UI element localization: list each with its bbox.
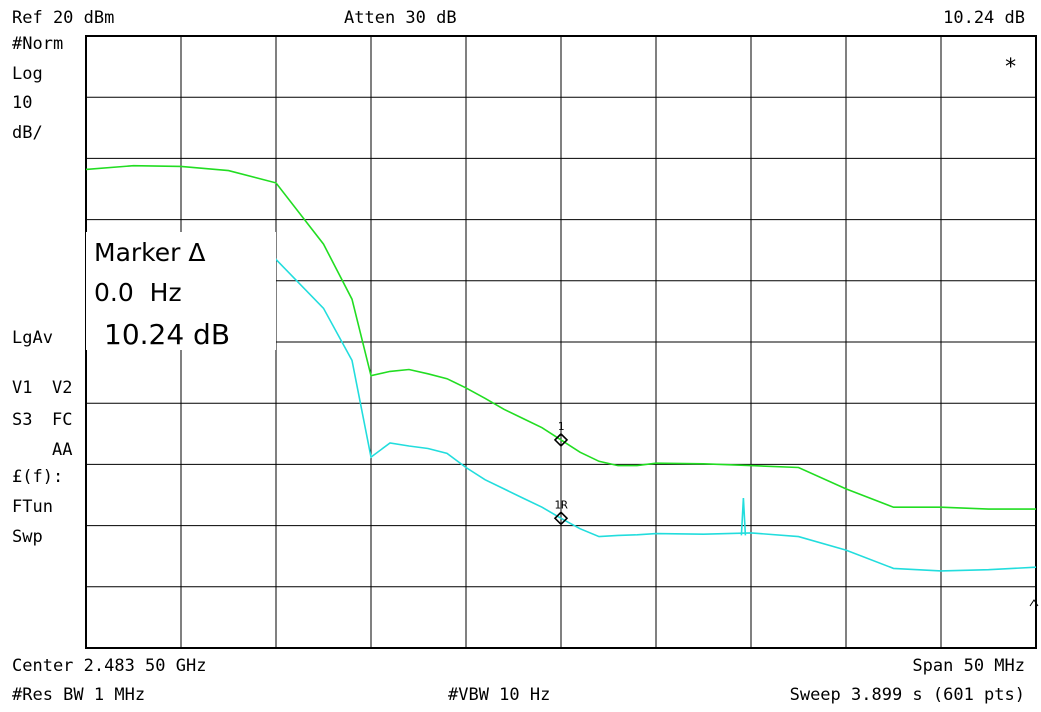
marker-label-1: 1: [558, 420, 565, 433]
marker-delta-level: 10.24 dB: [104, 318, 231, 351]
detector-label: #Norm: [12, 34, 64, 54]
sweep-mode-label: S3: [12, 410, 33, 430]
ref-level-label: Ref 20 dBm: [12, 8, 115, 28]
overrange-caret: [1029, 599, 1039, 607]
marker-label-2: 1R: [554, 498, 568, 511]
swp-label: Swp: [12, 527, 43, 547]
res-bw-label: #Res BW 1 MHz: [12, 685, 146, 705]
trace-1-line: [85, 164, 1036, 510]
scale-type-label: Log: [12, 64, 43, 84]
scale-unit-label: dB/: [12, 123, 43, 143]
sweep-label: Sweep 3.899 s (601 pts): [789, 685, 1025, 705]
marker-delta-box: Marker Δ 0.0 Hz 10.24 dB: [86, 232, 276, 351]
traces: [85, 164, 1037, 572]
marker-delta-title: Marker Δ: [94, 238, 206, 267]
freq-func-label: £(f):: [12, 467, 64, 487]
markers: 1 1R: [553, 420, 1039, 607]
marker-diamond-2: [553, 511, 569, 526]
attenuation-label: Atten 30 dB: [344, 8, 457, 28]
scale-value-label: 10: [12, 93, 33, 113]
trace-2-line: [85, 232, 1037, 572]
center-freq-label: Center 2.483 50 GHz: [12, 656, 207, 676]
aa-label: AA: [52, 440, 73, 460]
fc-label: FC: [52, 410, 73, 430]
ftun-label: FTun: [12, 497, 53, 517]
trace-2-spur: [740, 498, 747, 536]
graticule: [85, 35, 1037, 649]
marker-readout-label: 10.24 dB: [943, 8, 1025, 28]
marker-diamond-1: [553, 432, 569, 448]
view-2-label: V2: [52, 378, 73, 398]
marker-delta-freq: 0.0 Hz: [94, 278, 182, 307]
averaging-label: LgAv: [12, 328, 53, 348]
asterisk-indicator: *: [1004, 55, 1018, 80]
view-1-label: V1: [12, 378, 33, 398]
span-label: Span 50 MHz: [912, 656, 1025, 676]
vbw-label: #VBW 10 Hz: [448, 685, 551, 705]
